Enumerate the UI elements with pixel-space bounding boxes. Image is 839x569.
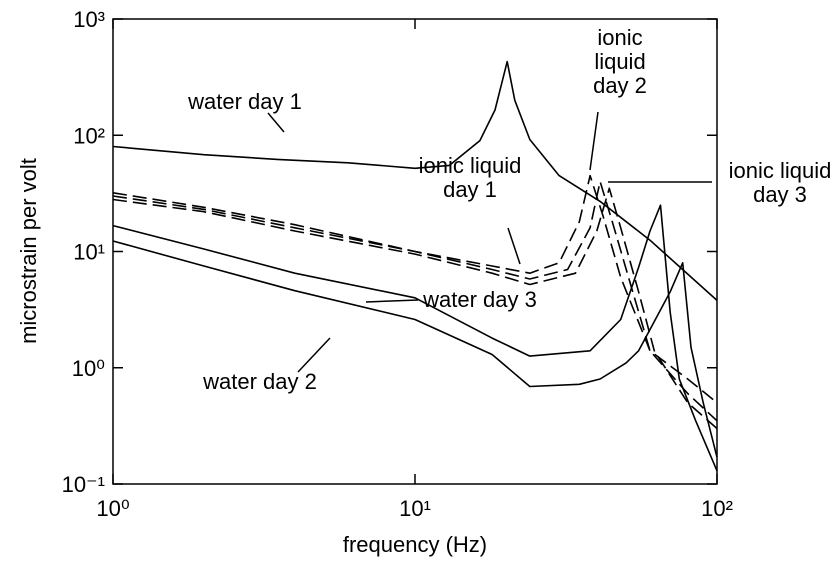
y-tick-label: 10⁻¹ [62, 472, 105, 497]
series-label: water day 3 [423, 287, 537, 312]
arrow [589, 111, 599, 171]
arrow [297, 337, 331, 373]
arrow [507, 227, 521, 265]
y-tick-label: 10³ [73, 7, 105, 32]
series-line [112, 174, 718, 404]
series-line [112, 240, 718, 458]
series-line [112, 204, 718, 472]
series-line [112, 187, 718, 430]
x-axis-label: frequency (Hz) [343, 532, 487, 557]
arrow [267, 112, 285, 133]
series-label: ionic liquid day 2 [593, 25, 647, 98]
arrow [365, 299, 419, 303]
series-line [112, 180, 718, 422]
x-tick-label: 10¹ [399, 496, 431, 521]
series-label: ionic liquid day 3 [728, 158, 832, 207]
x-tick-label: 10⁰ [96, 496, 129, 521]
x-tick-label: 10² [701, 496, 733, 521]
y-axis-label: microstrain per volt [16, 158, 41, 344]
series-label: ionic liquid day 1 [418, 153, 522, 202]
y-tick-label: 10⁰ [72, 356, 105, 381]
y-tick-label: 10¹ [73, 240, 105, 265]
arrows [267, 111, 712, 373]
series-label: water day 1 [188, 89, 302, 114]
y-tick-label: 10² [73, 123, 105, 148]
series-label: water day 2 [203, 369, 317, 394]
